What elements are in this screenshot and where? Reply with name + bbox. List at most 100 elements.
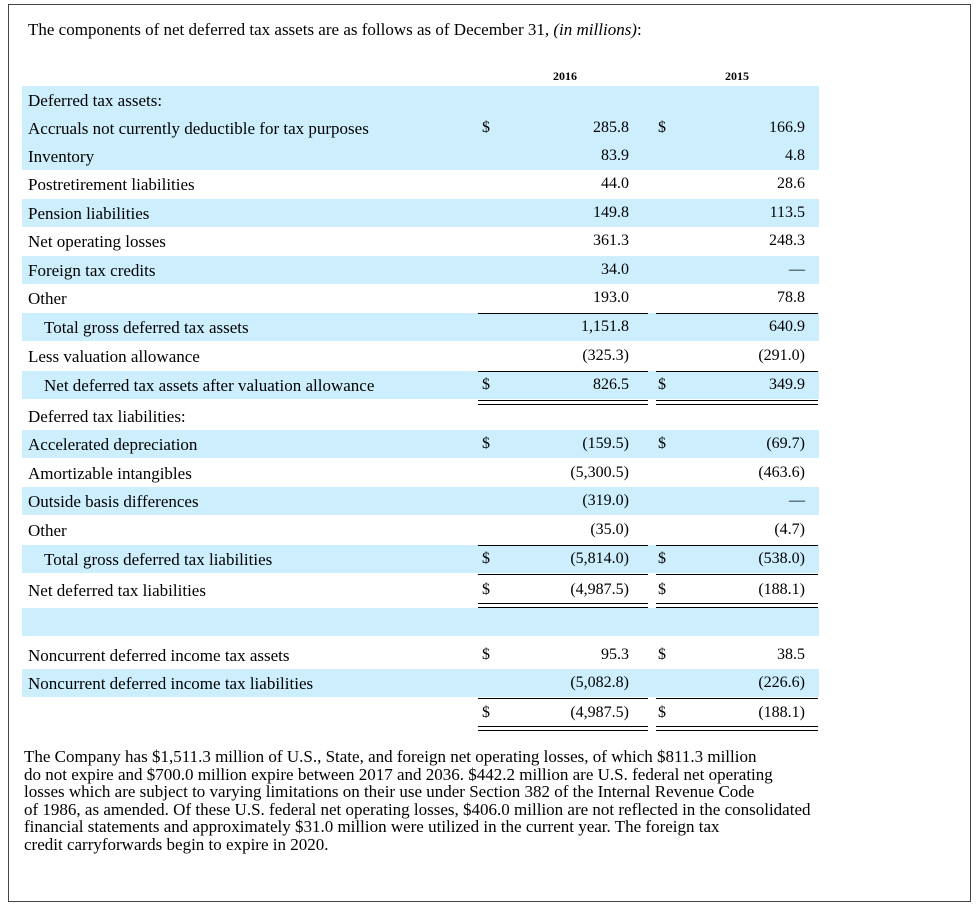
table-row <box>22 608 819 636</box>
value-2015: — <box>789 261 805 278</box>
currency-symbol-2016: $ <box>482 435 490 452</box>
table-row: Noncurrent deferred income tax assets $95… <box>22 641 819 669</box>
currency-symbol-2015: $ <box>658 581 666 598</box>
value-2016: 34.0 <box>601 261 629 278</box>
paragraph-line: credit carryforwards begin to expire in … <box>24 834 329 854</box>
row-label: Outside basis differences <box>28 492 199 511</box>
table-row: Other (35.0) (4.7) <box>22 516 819 544</box>
value-2016: (4,987.5) <box>570 581 629 598</box>
total-double-rule <box>656 400 818 405</box>
paragraph-line: financial statements and approximately $… <box>24 817 720 836</box>
table-row: Amortizable intangibles (5,300.5) (463.6) <box>22 459 819 487</box>
value-2016: (35.0) <box>590 521 629 538</box>
value-2016: 95.3 <box>601 646 629 663</box>
value-2015: 4.8 <box>785 147 805 164</box>
table-row: Pension liabilities 149.8 113.5 <box>22 199 819 227</box>
paragraph-line: losses which are subject to varying limi… <box>24 782 755 801</box>
subtotal-rule <box>478 698 648 699</box>
row-label: Net deferred tax liabilities <box>28 581 206 600</box>
table-row: Accruals not currently deductible for ta… <box>22 114 819 142</box>
row-label: Amortizable intangibles <box>28 464 192 483</box>
currency-symbol-2015: $ <box>658 550 666 567</box>
value-2016: (159.5) <box>582 435 629 452</box>
subtotal-rule <box>478 371 648 372</box>
value-2016: 826.5 <box>593 376 629 393</box>
row-label: Other <box>28 521 67 540</box>
currency-symbol-2015: $ <box>658 646 666 663</box>
table-row: Other 193.0 78.8 <box>22 284 819 312</box>
intro-main: The components of net deferred tax asset… <box>28 20 554 39</box>
row-label: Postretirement liabilities <box>28 175 195 194</box>
column-header-2016: 2016 <box>553 69 577 83</box>
value-2016: 361.3 <box>593 232 629 249</box>
value-2016: 1,151.8 <box>581 318 629 335</box>
row-label: Accelerated depreciation <box>28 435 198 454</box>
nol-paragraph: The Company has $1,511.3 million of U.S.… <box>24 748 964 853</box>
subtotal-rule <box>656 371 818 372</box>
table-row: Outside basis differences (319.0) — <box>22 487 819 515</box>
table-row: Inventory 83.9 4.8 <box>22 142 819 170</box>
table-row: Postretirement liabilities 44.0 28.6 <box>22 170 819 198</box>
subtotal-rule <box>656 698 818 699</box>
value-2016: (5,082.8) <box>570 674 629 691</box>
row-label: Total gross deferred tax liabilities <box>44 550 273 569</box>
subtotal-rule <box>478 313 648 314</box>
row-label: Noncurrent deferred income tax liabiliti… <box>28 674 314 693</box>
intro-text: The components of net deferred tax asset… <box>28 20 642 40</box>
currency-symbol-2015: $ <box>658 119 666 136</box>
currency-symbol-2016: $ <box>482 376 490 393</box>
row-label: Deferred tax liabilities: <box>28 407 186 426</box>
row-label: Net deferred tax assets after valuation … <box>44 376 375 395</box>
table-row: Less valuation allowance (325.3) (291.0) <box>22 342 819 370</box>
table-row: Net operating losses 361.3 248.3 <box>22 227 819 255</box>
table-row: Deferred tax assets: <box>22 86 819 114</box>
total-double-rule <box>656 726 818 731</box>
value-2015: 113.5 <box>769 204 805 221</box>
paragraph-line: The Company has $1,511.3 million of U.S.… <box>24 747 757 766</box>
value-2016: 193.0 <box>593 289 629 306</box>
currency-symbol-2016: $ <box>482 646 490 663</box>
value-2015: (188.1) <box>758 581 805 598</box>
table-row: $ (4,987.5) $ (188.1) <box>22 699 819 727</box>
value-2016: 83.9 <box>601 147 629 164</box>
table-row: Accelerated depreciation $ (159.5) $ (69.7) <box>22 430 819 458</box>
row-label: Foreign tax credits <box>28 261 156 280</box>
paragraph-line: do not expire and $700.0 million expire … <box>24 764 773 784</box>
paragraph-line: of 1986, as amended. Of these U.S. feder… <box>24 799 811 819</box>
currency-symbol-2016: $ <box>482 581 490 598</box>
currency-symbol-2016: $ <box>482 704 490 721</box>
value-2016: (325.3) <box>582 347 629 364</box>
value-2015: (538.0) <box>758 550 805 567</box>
intro-suffix: : <box>636 20 642 39</box>
value-2015: (226.6) <box>758 674 805 691</box>
value-2015: — <box>789 492 805 509</box>
currency-symbol-2015: $ <box>658 376 666 393</box>
value-2016: (4,987.5) <box>570 704 629 721</box>
table-row: Total gross deferred tax assets 1,151.8 64… <box>22 313 819 341</box>
row-label: Pension liabilities <box>28 204 150 223</box>
subtotal-rule <box>656 313 818 314</box>
table-row: Deferred tax liabilities: <box>22 402 819 430</box>
total-double-rule <box>478 400 648 405</box>
row-label: Inventory <box>28 147 95 166</box>
value-2015: 38.5 <box>777 646 805 663</box>
value-2016: 149.8 <box>593 204 629 221</box>
value-2016: (319.0) <box>582 492 629 509</box>
subtotal-rule <box>656 545 818 546</box>
value-2016: (5,814.0) <box>570 550 629 567</box>
currency-symbol-2016: $ <box>482 550 490 567</box>
row-label: Total gross deferred tax assets <box>44 318 249 337</box>
total-double-rule <box>656 603 818 608</box>
row-label: Deferred tax assets: <box>28 91 163 110</box>
intro-unit: (in millions) <box>553 20 637 39</box>
value-2015: 28.6 <box>777 175 805 192</box>
column-header-2015: 2015 <box>725 69 749 83</box>
value-2015: (291.0) <box>758 347 805 364</box>
total-double-rule <box>478 603 648 608</box>
row-label: Other <box>28 289 67 308</box>
currency-symbol-2015: $ <box>658 435 666 452</box>
total-double-rule <box>478 726 648 731</box>
subtotal-rule <box>478 574 648 575</box>
value-2016: (5,300.5) <box>570 464 629 481</box>
value-2015: 78.8 <box>777 289 805 306</box>
